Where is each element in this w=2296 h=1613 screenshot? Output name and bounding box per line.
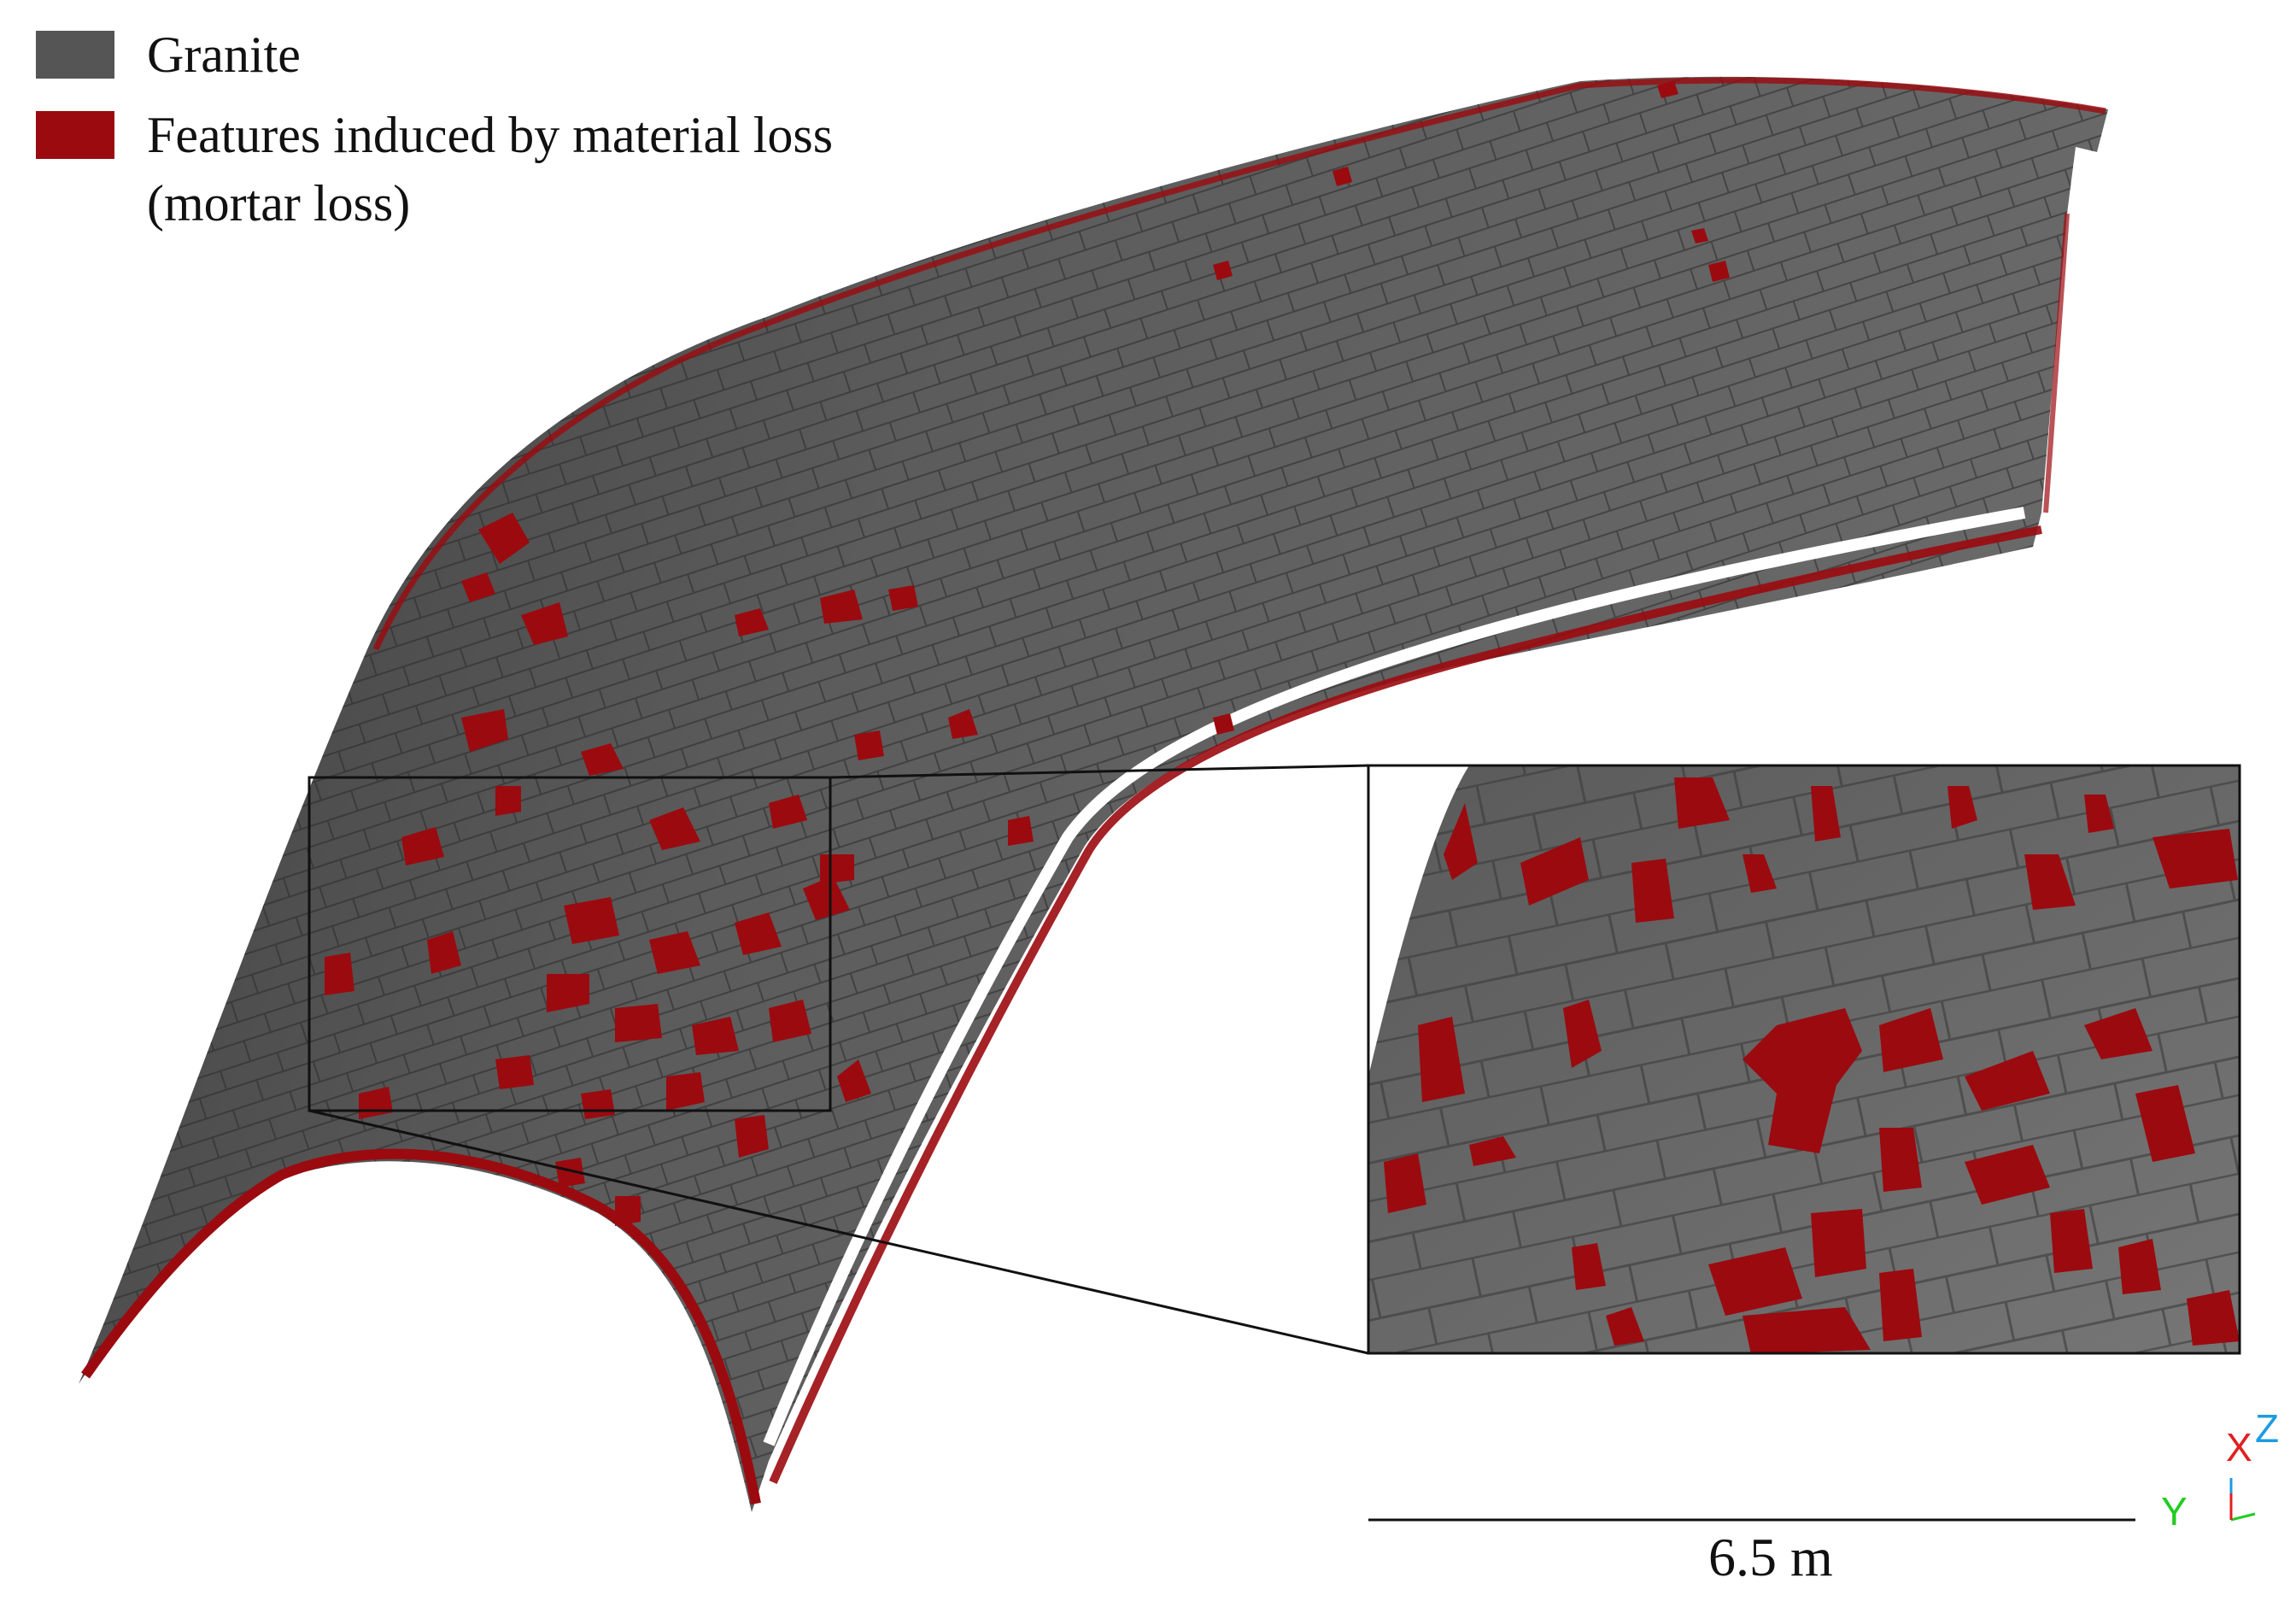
axes-triad: X Z Y xyxy=(2161,1406,2279,1534)
legend-mortar-loss: Features induced by material loss (morta… xyxy=(36,107,833,238)
zoom-region-box xyxy=(308,776,832,1112)
granite-swatch xyxy=(36,31,114,79)
granite-label: Granite xyxy=(147,26,301,83)
legend-granite: Granite xyxy=(36,26,301,89)
axis-z-label: Z xyxy=(2255,1406,2279,1451)
mortar-loss-patches xyxy=(325,81,1730,1226)
vault-surface xyxy=(79,76,2108,1513)
inset-mortar-loss-patches xyxy=(1384,777,2240,1353)
inset-zoom-panel xyxy=(1367,764,2241,1355)
zoom-connector-top xyxy=(829,764,1369,779)
mortar-loss-label: Features induced by material loss (morta… xyxy=(147,107,834,232)
scale-bar-label: 6.5 m xyxy=(1708,1527,1833,1587)
zoom-connector-bottom xyxy=(308,1109,1369,1355)
axis-y-label: Y xyxy=(2161,1489,2188,1534)
mortar-loss-swatch xyxy=(36,111,114,159)
axis-x-label: X xyxy=(2226,1425,2252,1469)
